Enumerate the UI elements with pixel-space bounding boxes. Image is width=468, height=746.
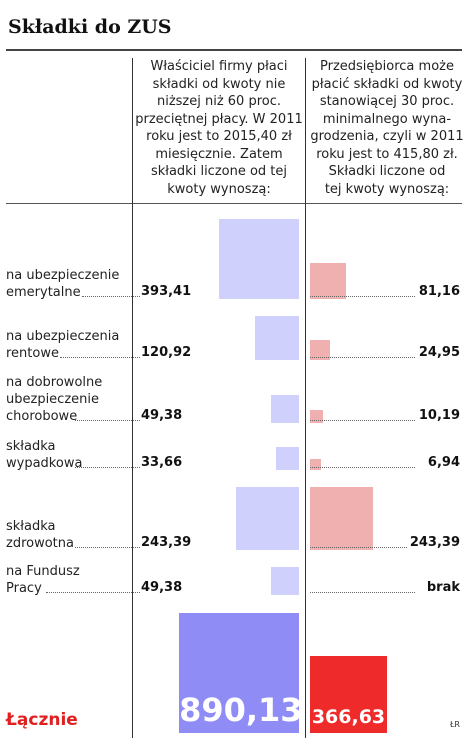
entrepreneur-bar <box>310 339 331 360</box>
dotted-leader <box>310 467 415 468</box>
row-label-line: wypadkowa <box>6 456 83 471</box>
row-label-line: składka <box>6 439 56 454</box>
column-header-line: miesięcznie. Zatem <box>155 146 283 162</box>
dotted-leader <box>46 592 140 593</box>
entrepreneur-bar <box>310 262 347 299</box>
entrepreneur-bar <box>310 487 373 550</box>
entrepreneur-bar <box>310 459 321 470</box>
column-header-line: płacić składki od kwoty <box>311 76 463 92</box>
dotted-leader <box>310 296 415 297</box>
row-label: składka wypadkowa <box>6 438 131 472</box>
row-label-line: zdrowotna <box>6 536 74 551</box>
entrepreneur-value-label: 81,16 <box>415 284 460 299</box>
dotted-leader <box>60 357 140 358</box>
column-header-line: tej kwoty wynoszą: <box>324 181 450 197</box>
header-rule <box>6 203 462 204</box>
dotted-leader <box>310 547 415 548</box>
column-header-line: przeciętnej płacy. W 2011 <box>135 111 303 127</box>
dotted-leader <box>310 357 415 358</box>
column-header-line: Właściciel firmy płaci <box>150 59 288 74</box>
entrepreneur-total-bar <box>310 656 387 733</box>
row-label: na dobrowolne ubezpieczenie chorobowe <box>6 374 131 425</box>
owner-total-bar <box>179 613 299 733</box>
row-label-line: ubezpieczenie <box>6 392 99 407</box>
owner-value-label: 393,41 <box>141 284 192 299</box>
right-column-divider <box>305 58 306 738</box>
owner-bar <box>270 394 299 423</box>
column-header-line: grodzenia, czyli w 2011 <box>310 129 464 144</box>
dotted-leader <box>75 420 140 421</box>
row-label-line: na ubezpieczenie <box>6 268 120 283</box>
top-rule <box>6 49 462 51</box>
owner-total-value: 890,13 <box>179 691 303 729</box>
owner-value-label: 33,66 <box>141 455 183 470</box>
row-label: na ubezpieczenia rentowe <box>6 328 131 362</box>
row-label-line: na ubezpieczenia <box>6 329 120 344</box>
dotted-leader <box>75 467 140 468</box>
owner-column-header: Właściciel firmy płaci składki od kwoty n… <box>134 58 304 198</box>
dotted-leader <box>82 296 140 297</box>
column-header-line: roku jest to 2015,40 zł <box>146 129 292 144</box>
row-label-line: chorobowe <box>6 409 78 424</box>
column-header-line: Składki liczone od <box>328 164 446 179</box>
dotted-leader <box>310 420 415 421</box>
owner-bar <box>270 566 299 595</box>
column-header-line: roku jest to 415,80 zł. <box>316 146 458 162</box>
row-label: na Fundusz Pracy <box>6 563 131 597</box>
owner-value-label: 243,39 <box>141 535 192 550</box>
column-header-line: minimalnego wyna- <box>322 111 452 127</box>
entrepreneur-value-label: brak <box>423 580 460 595</box>
row-label-line: składka <box>6 519 56 534</box>
dotted-leader <box>310 592 415 593</box>
row-label-line: rentowe <box>6 346 59 361</box>
left-column-divider <box>132 58 133 738</box>
entrepreneur-value-label: 6,94 <box>424 455 460 470</box>
row-label-line: na Fundusz <box>6 564 80 579</box>
owner-bar <box>275 446 299 470</box>
entrepreneur-value-label: 243,39 <box>406 535 460 550</box>
owner-bar <box>254 315 299 360</box>
column-header-line: Przedsiębiorca może <box>320 59 454 74</box>
entrepreneur-value-label: 10,19 <box>415 408 460 423</box>
row-label: na ubezpieczenie emerytalne <box>6 267 131 301</box>
entrepreneur-total-value: 366,63 <box>311 706 386 728</box>
row-label: składka zdrowotna <box>6 518 131 552</box>
row-label-line: emerytalne <box>6 285 81 300</box>
column-header-line: składki liczone od tej <box>150 164 288 179</box>
row-label-line: na dobrowolne <box>6 375 103 390</box>
column-header-line: składki od kwoty nie <box>152 76 286 92</box>
dotted-leader <box>75 547 140 548</box>
chart-title: Składki do ZUS <box>8 16 172 38</box>
entrepreneur-bar <box>310 410 323 423</box>
column-header-line: stanowiącej 30 proc. <box>319 94 455 109</box>
owner-bar <box>219 219 299 299</box>
total-label: Łącznie <box>6 710 78 730</box>
owner-value-label: 120,92 <box>141 345 192 360</box>
owner-value-label: 49,38 <box>141 580 183 595</box>
entrepreneur-value-label: 24,95 <box>415 345 460 360</box>
entrepreneur-column-header: Przedsiębiorca może płacić składki od kwo… <box>307 58 467 198</box>
column-header-line: niższej niż 60 proc. <box>156 94 282 109</box>
credit: ŁR <box>449 720 460 729</box>
owner-value-label: 49,38 <box>141 408 183 423</box>
row-label-line: Pracy <box>6 581 42 596</box>
owner-bar <box>236 487 299 550</box>
column-header-line: kwoty wynoszą: <box>167 181 271 197</box>
